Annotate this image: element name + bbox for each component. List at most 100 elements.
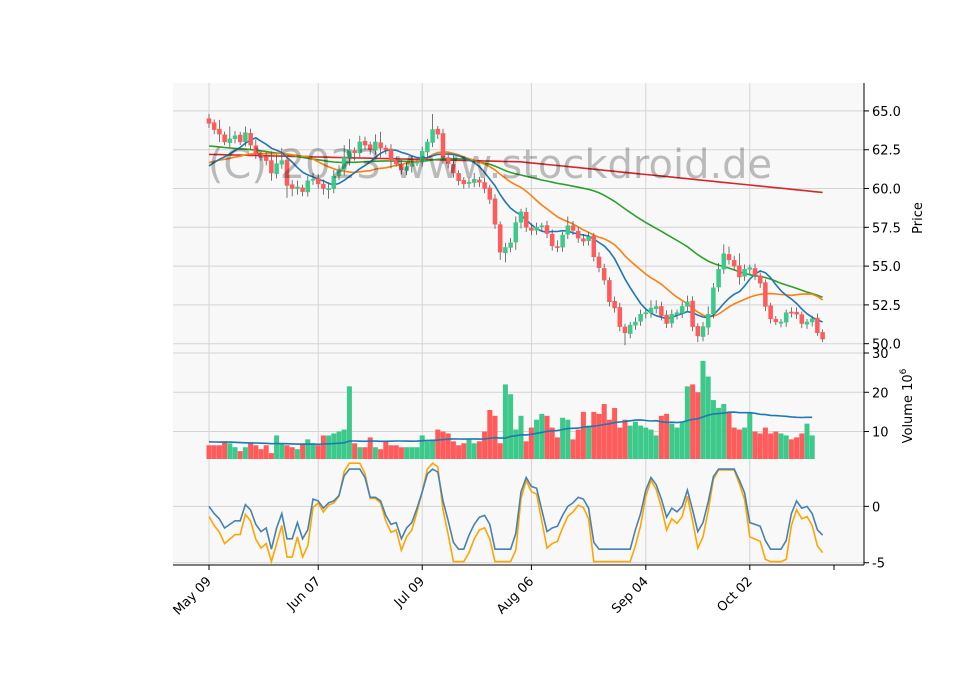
candle-body bbox=[700, 326, 706, 337]
volume-bar bbox=[341, 429, 347, 459]
candle-body bbox=[404, 166, 409, 171]
panel-price-bg bbox=[173, 83, 864, 353]
volume-bar bbox=[788, 439, 794, 459]
candle-body bbox=[352, 150, 357, 154]
candle-body bbox=[430, 129, 435, 143]
volume-bar bbox=[502, 384, 508, 459]
volume-bar bbox=[716, 407, 722, 459]
volume-bar bbox=[783, 435, 789, 459]
volume-bar bbox=[456, 445, 462, 459]
candle-body bbox=[222, 134, 227, 143]
volume-bar bbox=[211, 445, 217, 459]
candle-body bbox=[518, 211, 524, 223]
candle-body bbox=[435, 128, 441, 135]
volume-bar bbox=[778, 433, 784, 459]
candle-body bbox=[809, 318, 815, 323]
volume-bar bbox=[222, 441, 228, 459]
candle-body bbox=[570, 225, 576, 231]
candle-body bbox=[607, 280, 612, 303]
volume-bar bbox=[310, 443, 316, 459]
y-tick-label: 50.0 bbox=[872, 338, 901, 353]
volume-bar bbox=[575, 429, 581, 459]
volume-bar bbox=[736, 429, 742, 459]
volume-bar bbox=[534, 419, 540, 459]
candle-body bbox=[206, 118, 212, 124]
volume-bar bbox=[617, 427, 623, 459]
volume-bar bbox=[331, 433, 337, 459]
candle-body bbox=[773, 318, 779, 323]
candle-body bbox=[789, 311, 794, 314]
volume-bar bbox=[809, 435, 815, 459]
volume-bar bbox=[258, 449, 264, 459]
oscillator-line-a bbox=[208, 468, 824, 551]
candle-body bbox=[393, 160, 399, 164]
volume-bar bbox=[606, 419, 612, 459]
candle-body bbox=[211, 122, 217, 130]
candle-body bbox=[321, 183, 326, 189]
y-tick-label: 0 bbox=[872, 500, 880, 515]
candle-body bbox=[523, 212, 529, 228]
candle-body bbox=[757, 275, 763, 284]
candle-body bbox=[263, 156, 269, 161]
candle-body bbox=[653, 306, 659, 309]
y-tick-label: 65.0 bbox=[872, 105, 901, 120]
candle-body bbox=[586, 236, 591, 242]
candle-body bbox=[289, 184, 295, 189]
volume-bar bbox=[346, 386, 352, 459]
candle-body bbox=[326, 188, 331, 190]
volume-bar bbox=[658, 415, 664, 459]
candle-body bbox=[217, 128, 222, 135]
oscillator-line-b bbox=[208, 462, 824, 565]
volume-bar bbox=[523, 441, 529, 459]
volume-bar bbox=[721, 404, 727, 459]
volume-bar bbox=[435, 429, 441, 459]
volume-bar bbox=[601, 404, 607, 459]
candle-body bbox=[269, 160, 274, 174]
candle-body bbox=[456, 173, 461, 182]
volume-bar bbox=[674, 427, 680, 459]
volume-bar bbox=[742, 427, 748, 459]
candle-body bbox=[253, 145, 259, 155]
ma-200-line bbox=[208, 153, 823, 194]
volume-bar bbox=[440, 431, 446, 459]
candle-body bbox=[399, 164, 404, 171]
x-tick-label: May 09 bbox=[171, 574, 215, 618]
volume-bar bbox=[206, 445, 212, 459]
volume-bar bbox=[560, 417, 566, 459]
candle-body bbox=[419, 151, 425, 163]
volume-bar bbox=[653, 435, 659, 459]
volume-bar bbox=[263, 445, 269, 459]
candle-body bbox=[627, 324, 633, 334]
volume-bar bbox=[294, 449, 300, 459]
volume-bar bbox=[549, 427, 555, 459]
candle-body bbox=[409, 163, 415, 167]
volume-bar bbox=[596, 413, 602, 459]
volume-bar bbox=[570, 439, 576, 459]
candle-body bbox=[721, 253, 727, 270]
candle-body bbox=[560, 234, 565, 248]
candle-body bbox=[497, 224, 503, 253]
candle-body bbox=[388, 148, 394, 161]
candle-body bbox=[575, 230, 581, 239]
candle-body bbox=[331, 175, 337, 189]
candle-body bbox=[716, 268, 721, 288]
volume-bar bbox=[669, 423, 675, 459]
y-tick-label: 55.0 bbox=[872, 260, 901, 275]
candle-body bbox=[617, 307, 623, 327]
volume-bar bbox=[799, 433, 805, 459]
volume-bar bbox=[648, 429, 654, 459]
candle-body bbox=[731, 260, 737, 267]
candle-body bbox=[705, 313, 711, 328]
candle-body bbox=[690, 300, 695, 327]
candle-body bbox=[487, 187, 493, 200]
volume-bar bbox=[679, 421, 685, 459]
candle-body bbox=[544, 225, 550, 234]
candle-body bbox=[248, 133, 253, 146]
candle-body bbox=[461, 179, 467, 185]
y-tick-label: 62.5 bbox=[872, 144, 901, 159]
candle-body bbox=[477, 179, 482, 183]
volume-bar bbox=[248, 443, 254, 459]
candle-body bbox=[591, 235, 597, 258]
